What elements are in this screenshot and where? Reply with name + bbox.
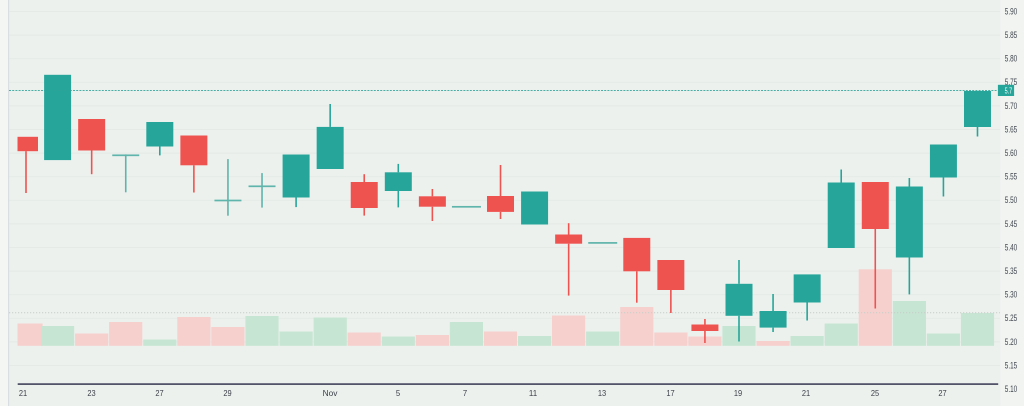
svg-text:13: 13 xyxy=(598,388,606,398)
svg-text:5.45: 5.45 xyxy=(1005,218,1017,229)
svg-text:21: 21 xyxy=(802,388,810,398)
svg-text:5.80: 5.80 xyxy=(1005,53,1017,64)
svg-text:29: 29 xyxy=(223,388,231,398)
svg-text:27: 27 xyxy=(938,388,946,398)
svg-text:5.90: 5.90 xyxy=(1005,5,1017,16)
svg-text:5: 5 xyxy=(396,388,400,398)
svg-text:19: 19 xyxy=(734,388,742,398)
svg-text:5.40: 5.40 xyxy=(1005,241,1017,252)
svg-text:5.35: 5.35 xyxy=(1005,265,1017,276)
svg-text:11: 11 xyxy=(529,388,537,398)
svg-text:5.7: 5.7 xyxy=(1005,85,1013,95)
svg-text:5.50: 5.50 xyxy=(1005,194,1017,205)
svg-text:5.70: 5.70 xyxy=(1005,100,1017,111)
svg-text:5.65: 5.65 xyxy=(1005,123,1017,134)
svg-text:7: 7 xyxy=(463,388,467,398)
svg-text:5.75: 5.75 xyxy=(1005,76,1017,87)
svg-text:5.15: 5.15 xyxy=(1005,359,1017,370)
svg-text:17: 17 xyxy=(666,388,674,398)
svg-text:5.20: 5.20 xyxy=(1005,336,1017,347)
svg-text:5.25: 5.25 xyxy=(1005,312,1017,323)
svg-text:5.60: 5.60 xyxy=(1005,147,1017,158)
svg-text:23: 23 xyxy=(87,388,95,398)
svg-text:21: 21 xyxy=(19,388,27,398)
svg-text:25: 25 xyxy=(871,388,879,398)
svg-text:5.30: 5.30 xyxy=(1005,289,1017,300)
svg-text:5.55: 5.55 xyxy=(1005,171,1017,182)
svg-text:27: 27 xyxy=(155,388,163,398)
svg-text:5.85: 5.85 xyxy=(1005,29,1017,40)
svg-text:5.10: 5.10 xyxy=(1005,383,1017,394)
svg-text:Nov: Nov xyxy=(323,388,338,398)
